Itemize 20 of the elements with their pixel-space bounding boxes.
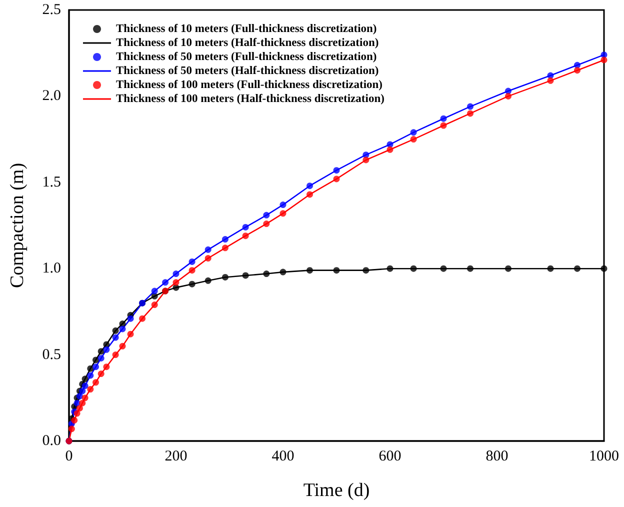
legend-label: Thickness of 100 meters (Half-thickness discretization) (116, 93, 385, 105)
x-tick-label: 800 (486, 448, 508, 464)
legend-label: Thickness of 10 meters (Full-thickness discretization) (116, 23, 377, 35)
x-tick-label: 400 (272, 448, 294, 464)
x-tick-label: 600 (378, 448, 402, 464)
y-tick-label: 2.0 (42, 88, 61, 104)
legend-label: Thickness of 50 meters (Full-thickness discretization) (116, 51, 377, 63)
legend-label: Thickness of 50 meters (Half-thickness discretization) (116, 65, 379, 77)
y-tick-label: 1.5 (42, 174, 61, 190)
x-axis-title: Time (d) (303, 480, 370, 501)
y-tick-label: 0.5 (42, 346, 61, 363)
y-axis-title: Compaction (m) (7, 162, 28, 288)
legend-label: Thickness of 100 meters (Full-thickness discretization) (116, 79, 383, 91)
y-tick-label: 2.5 (42, 2, 61, 18)
x-tick-label: 200 (164, 448, 188, 464)
y-tick-label: 1.0 (42, 260, 61, 277)
legend-label: Thickness of 10 meters (Half-thickness discretization) (116, 37, 379, 49)
x-tick-label: 1000 (589, 448, 619, 464)
y-tick-label: 0.0 (42, 433, 61, 449)
x-tick-label: 0 (65, 448, 73, 464)
